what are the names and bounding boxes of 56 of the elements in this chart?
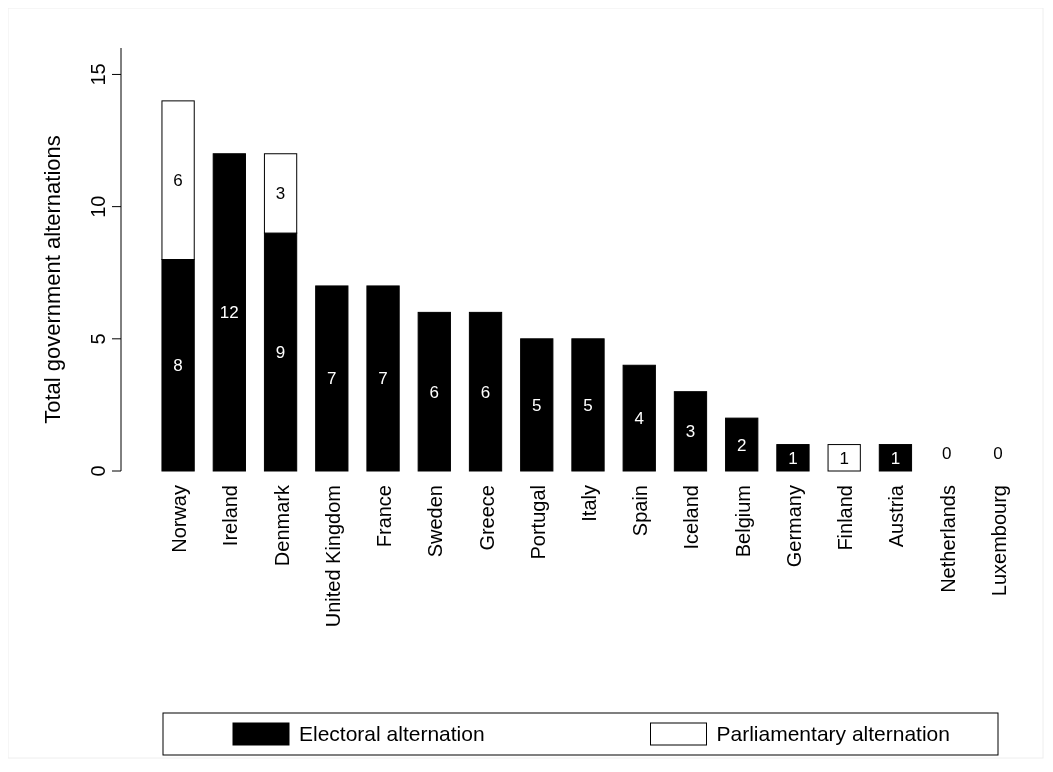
x-tick-label: Portugal — [526, 485, 549, 560]
data-label: 7 — [378, 369, 388, 389]
y-tick-label: 15 — [87, 63, 109, 86]
data-label: 5 — [532, 395, 542, 415]
data-label: 0 — [993, 444, 1003, 463]
x-tick-label: Greece — [475, 485, 498, 551]
x-tick-label: France — [373, 485, 396, 548]
bar — [622, 364, 656, 472]
data-label: 6 — [480, 382, 491, 402]
x-tick-label: Belgium — [731, 485, 754, 558]
bar — [212, 153, 246, 472]
x-tick-label: Luxembourg — [987, 485, 1010, 597]
data-label: 2 — [736, 435, 747, 455]
x-tick-label: Germany — [782, 485, 805, 568]
y-tick-label: 5 — [87, 333, 109, 345]
y-tick-label: 10 — [87, 195, 109, 218]
x-tick-label: Italy — [578, 485, 600, 522]
x-tick-label: Ireland — [219, 485, 242, 547]
data-label: 6 — [429, 382, 440, 402]
x-tick-label: Netherlands — [936, 485, 959, 593]
data-label: 3 — [685, 422, 696, 442]
bar — [878, 444, 913, 472]
legend-label: Parliamentary alternation — [716, 722, 950, 745]
bar — [776, 444, 810, 472]
x-tick-label: Denmark — [270, 484, 293, 567]
data-label: 1 — [890, 448, 901, 468]
data-label: 5 — [583, 395, 593, 415]
legend-label: Electoral alternation — [299, 722, 485, 745]
data-label: 6 — [173, 171, 183, 191]
y-axis-title: Total government alternations — [40, 135, 65, 424]
x-tick-label: Iceland — [680, 485, 703, 550]
x-tick-label: Sweden — [424, 485, 447, 558]
bar — [827, 444, 861, 472]
bar — [673, 391, 708, 472]
data-label: 1 — [839, 448, 849, 468]
x-tick-label: Norway — [168, 485, 191, 553]
data-label: 7 — [327, 369, 337, 389]
bar — [468, 311, 503, 472]
data-label: 8 — [173, 356, 183, 376]
data-label: 3 — [275, 184, 286, 204]
bar — [725, 417, 759, 472]
y-tick-label: 0 — [87, 465, 109, 477]
x-tick-label: Austria — [885, 484, 908, 548]
bar — [571, 338, 605, 472]
data-label: 12 — [219, 303, 239, 323]
x-tick-label: Spain — [629, 485, 652, 537]
bar — [315, 285, 349, 472]
data-label: 4 — [634, 409, 644, 429]
data-label: 9 — [275, 343, 286, 363]
bar — [417, 311, 451, 472]
x-tick-label: United Kingdom — [321, 485, 344, 628]
data-label: 1 — [788, 448, 798, 468]
bar — [366, 285, 400, 472]
data-label: 0 — [941, 444, 952, 463]
bar — [520, 338, 554, 472]
x-tick-label: Finland — [834, 485, 857, 551]
